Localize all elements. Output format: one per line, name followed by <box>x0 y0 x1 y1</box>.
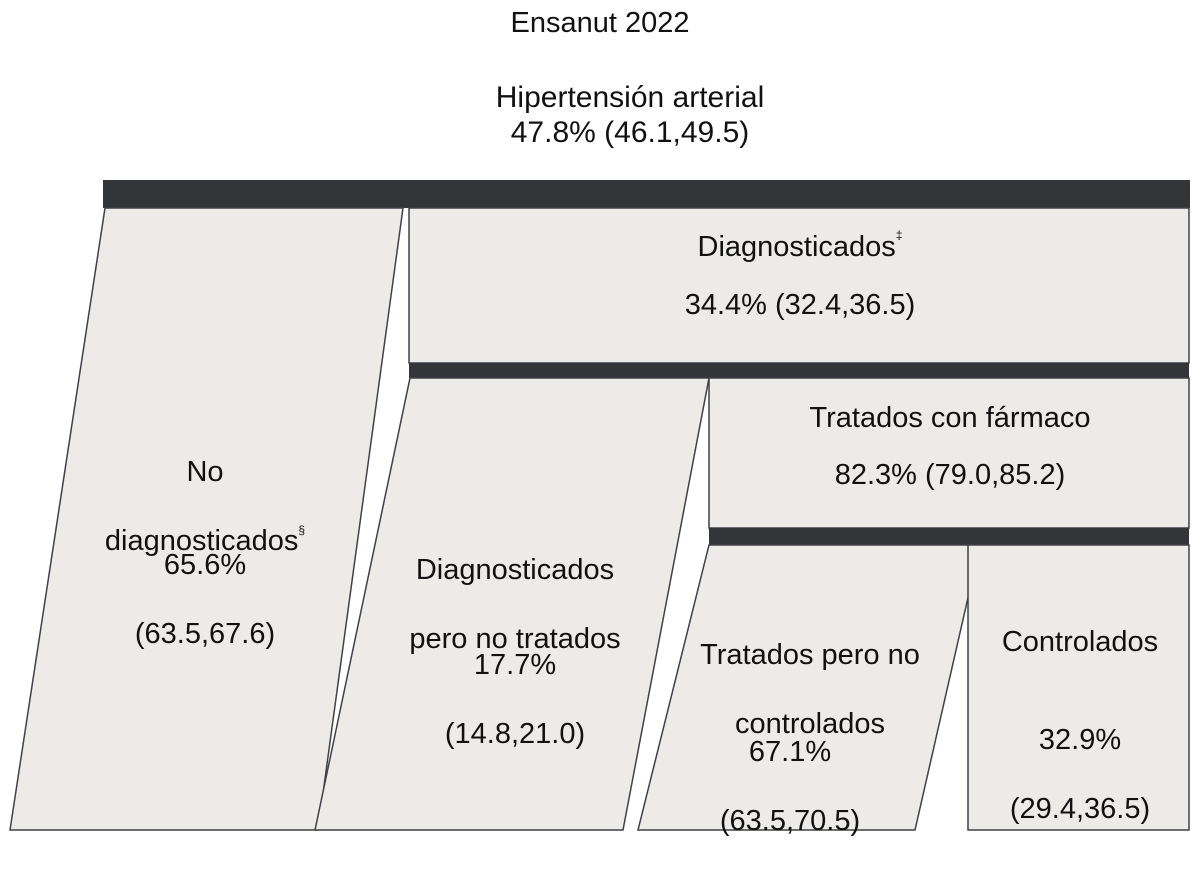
no-controlados-label-line2: controlados <box>735 708 885 741</box>
no-diagnosticados-label-line2: diagnosticados§ <box>60 524 350 559</box>
no-controlados-pct: 67.1% <box>748 735 832 768</box>
no-diagnosticados-label-text: diagnosticados <box>104 525 299 558</box>
box-no-tratados <box>314 377 710 831</box>
double-dagger-mark: ‡ <box>895 228 903 243</box>
diagnosticados-bar <box>409 363 1189 378</box>
box-no-controlados <box>637 544 981 831</box>
no-tratados-pct: 17.7% <box>473 648 557 681</box>
controlados-ci: (29.4,36.5) <box>1009 793 1151 826</box>
condition-title: Hipertensión arterial <box>495 81 765 114</box>
box-controlados <box>967 544 1190 831</box>
controlados-pct: 32.9% <box>1038 723 1122 756</box>
no-diagnosticados-pct: 65.6% <box>163 548 247 581</box>
no-diagnosticados-value: 65.6% (63.5,67.6) <box>60 513 350 687</box>
no-diagnosticados-label: No diagnosticados§ <box>60 420 350 594</box>
diagnosticados-value: 34.4% (32.4,36.5) <box>684 289 916 321</box>
no-controlados-label-line1: Tratados pero no <box>700 638 920 671</box>
section-mark: § <box>298 522 306 537</box>
no-tratados-label: Diagnosticados pero no tratados <box>370 518 660 692</box>
no-tratados-label-line2: pero no tratados <box>409 623 621 656</box>
survey-title: Ensanut 2022 <box>510 7 690 39</box>
tratados-bar <box>709 528 1189 545</box>
controlados-value: 32.9% (29.4,36.5) <box>970 688 1190 862</box>
box-tratados <box>708 377 1190 529</box>
hypertension-cascade-diagram: Ensanut 2022 Hipertensión arterial 47.8%… <box>9 7 1190 837</box>
controlados-label: Controlados <box>1001 626 1159 658</box>
diagnosticados-label-text: Diagnosticados <box>697 231 896 263</box>
no-diagnosticados-label-line1: No <box>186 455 224 488</box>
no-controlados-value: 67.1% (63.5,70.5) <box>655 700 925 874</box>
condition-prevalence: 47.8% (46.1,49.5) <box>510 116 750 149</box>
tratados-value: 82.3% (79.0,85.2) <box>834 459 1066 491</box>
no-tratados-label-line1: Diagnosticados <box>415 553 615 586</box>
no-controlados-ci: (63.5,70.5) <box>719 805 861 838</box>
diagnosticados-label: Diagnosticados‡ <box>560 228 1040 265</box>
no-tratados-value: 17.7% (14.8,21.0) <box>370 613 660 787</box>
no-tratados-ci: (14.8,21.0) <box>444 718 586 751</box>
diagram-shapes <box>9 180 1190 831</box>
no-controlados-label: Tratados pero no controlados <box>675 603 945 777</box>
box-diagnosticados <box>408 207 1190 364</box>
no-diagnosticados-ci: (63.5,67.6) <box>134 618 276 651</box>
tratados-label: Tratados con fármaco <box>809 402 1091 434</box>
top-bar <box>103 180 1190 208</box>
